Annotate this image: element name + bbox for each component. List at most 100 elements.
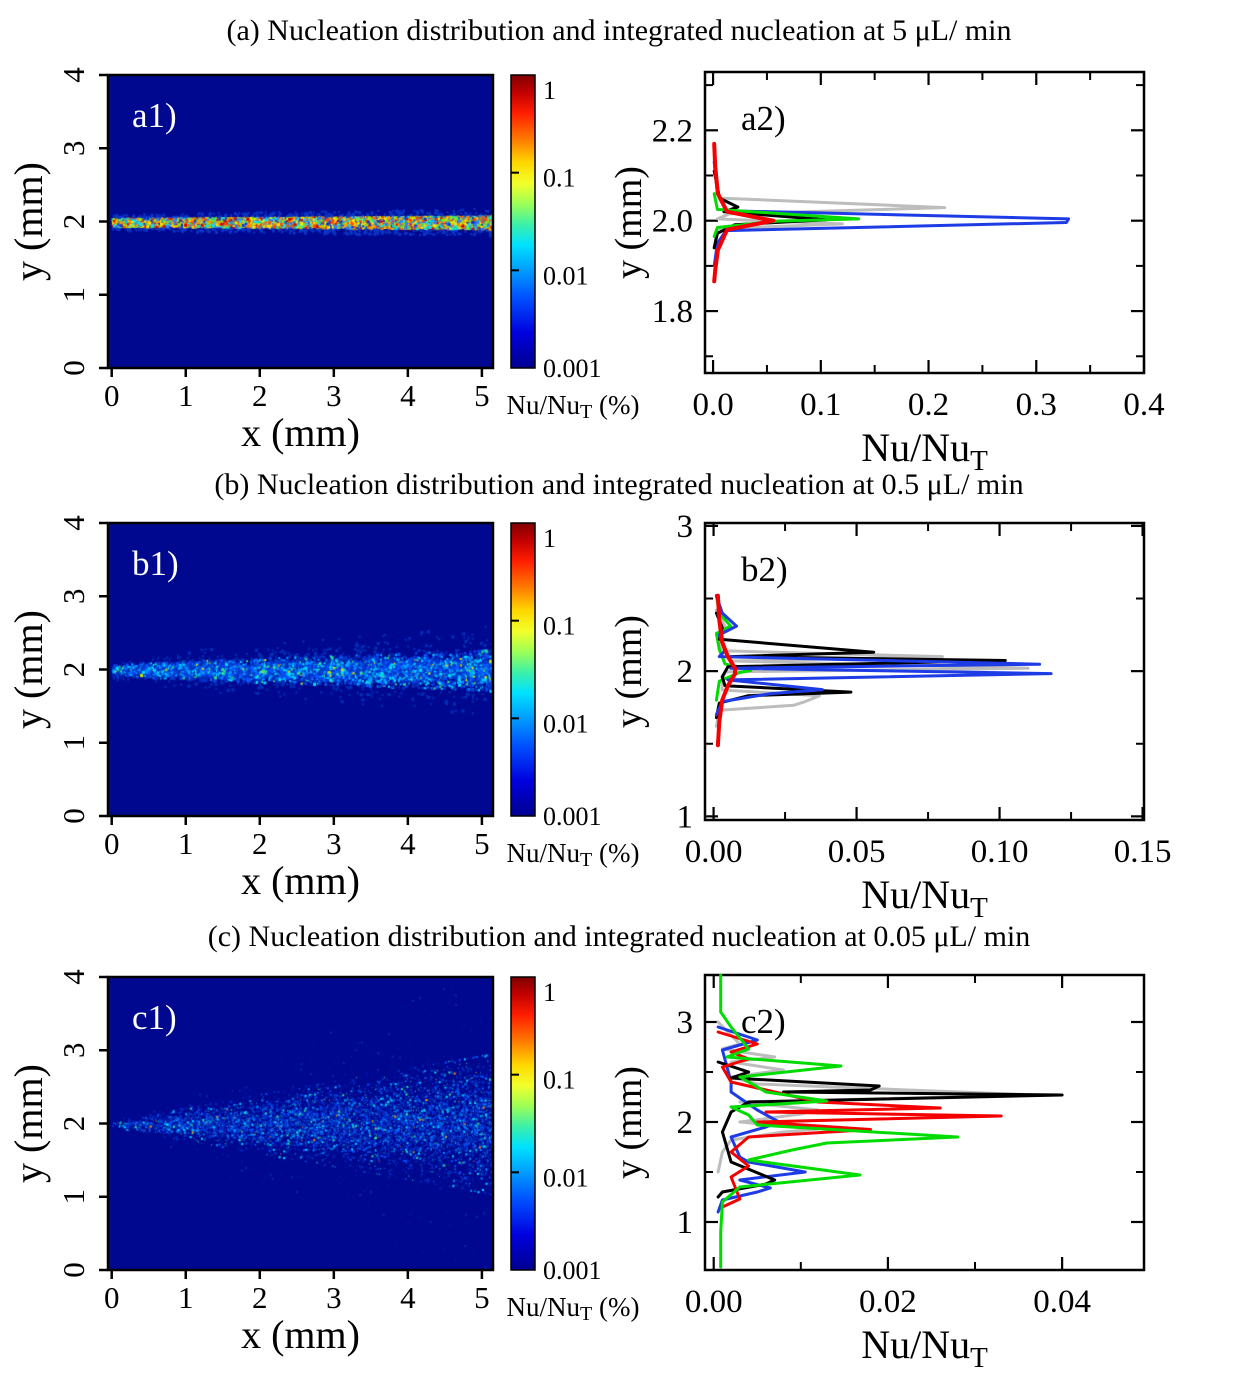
y-tick-label: 2 <box>677 1105 694 1141</box>
y-tick-label: 1.8 <box>652 294 693 330</box>
y-tick-label: 3 <box>56 141 91 157</box>
y-tick-label: 1 <box>677 1205 694 1241</box>
panel-label: b2) <box>741 550 788 589</box>
colorbar-tick-label: 0.01 <box>543 1163 589 1192</box>
x-axis-label: x (mm) <box>241 858 360 903</box>
y-tick-label: 2 <box>677 654 694 690</box>
panel-label: a2) <box>741 99 786 138</box>
profile-frame <box>703 973 1146 1272</box>
y-axis-label: y (mm) <box>608 1066 650 1179</box>
x-tick-label: 2 <box>252 378 268 413</box>
colorbar-0: 1 0.1 0.01 0.001 Nu/NuT (%) <box>507 74 640 423</box>
x-tick-label: 0.00 <box>685 1284 743 1320</box>
y-tick-label: 3 <box>56 589 91 605</box>
colorbar-tick-label: 1 <box>543 524 556 553</box>
colorbar-tick-label: 0.001 <box>543 1256 602 1285</box>
x-tick-label: 2 <box>252 1280 268 1315</box>
series-gray <box>714 608 1030 728</box>
y-axis-label: y (mm) <box>6 162 51 281</box>
series-blue <box>712 160 1071 268</box>
x-tick-label: 0 <box>104 378 120 413</box>
heatmap-canvas-c1 <box>108 977 493 1270</box>
colorbar-title: Nu/NuT (%) <box>507 838 640 871</box>
colorbar-tick-label: 0.01 <box>543 261 589 290</box>
colorbar-title: Nu/NuT (%) <box>507 390 640 423</box>
y-tick-label: 3 <box>677 509 694 545</box>
series-red <box>715 593 737 748</box>
y-tick-label: 1 <box>56 735 91 751</box>
row-title-c: (c) Nucleation distribution and integrat… <box>207 920 1031 953</box>
x-tick-label: 5 <box>474 1280 490 1315</box>
colorbar-1: 1 0.1 0.01 0.001 Nu/NuT (%) <box>507 522 640 871</box>
series-blue <box>716 1025 807 1214</box>
profile-panel-b2: 0.00 0.05 0.10 0.15 1 2 3 Nu/NuT y (mm) b2) <box>608 509 1171 924</box>
series-gray <box>712 142 947 250</box>
x-tick-label: 2 <box>252 826 268 861</box>
heatmap-canvas-a1 <box>108 75 493 368</box>
y-axis-label: y (mm) <box>6 610 51 729</box>
series-black <box>712 169 828 250</box>
y-tick-label: 1 <box>56 1189 91 1205</box>
x-tick-label: 0.10 <box>971 834 1029 870</box>
x-tick-label: 0 <box>104 826 120 861</box>
y-tick-label: 1 <box>677 799 694 835</box>
x-tick-label: 5 <box>474 826 490 861</box>
x-axis-label: Nu/NuT <box>861 872 988 924</box>
profile-panel-c2: 0.00 0.02 0.04 1 2 3 Nu/NuT y (mm) c2) <box>608 973 1146 1374</box>
y-tick-label: 3 <box>56 1043 91 1059</box>
colorbar-2: 1 0.1 0.01 0.001 Nu/NuT (%) <box>507 976 640 1325</box>
colorbar-tick-label: 0.1 <box>543 612 576 641</box>
colorbar-bar <box>510 976 536 1271</box>
x-tick-label: 1 <box>178 378 194 413</box>
x-tick-label: 0.3 <box>1016 387 1057 423</box>
colorbar-bar <box>510 74 536 369</box>
y-axis-label: y (mm) <box>608 166 650 279</box>
y-tick-label: 4 <box>56 67 91 83</box>
series-red <box>716 1030 1003 1209</box>
x-tick-label: 3 <box>326 378 342 413</box>
colorbar-bar <box>510 522 536 817</box>
x-tick-label: 0.4 <box>1123 387 1164 423</box>
colorbar-tick-label: 0.001 <box>543 354 602 383</box>
series-green <box>719 973 960 1269</box>
x-tick-label: 0.2 <box>908 387 949 423</box>
series-black <box>716 1060 1064 1199</box>
y-axis-label: y (mm) <box>6 1064 51 1183</box>
colorbar-tick-label: 1 <box>543 76 556 105</box>
x-axis-label: x (mm) <box>241 410 360 455</box>
y-tick-label: 3 <box>677 1005 694 1041</box>
colorbar-title: Nu/NuT (%) <box>507 1292 640 1325</box>
y-axis-label: y (mm) <box>608 615 650 728</box>
panel-label: c2) <box>741 1002 786 1041</box>
series-green <box>712 192 860 238</box>
series-gray <box>716 1020 1038 1174</box>
x-tick-label: 0.0 <box>692 387 733 423</box>
y-tick-label: 0 <box>56 808 91 824</box>
y-tick-label: 0 <box>56 1262 91 1278</box>
x-axis-label: Nu/NuT <box>861 1322 988 1374</box>
x-tick-label: 0.05 <box>828 834 886 870</box>
y-tick-label: 2 <box>56 662 91 678</box>
x-tick-label: 3 <box>326 1280 342 1315</box>
y-tick-label: 2 <box>56 214 91 230</box>
x-tick-label: 3 <box>326 826 342 861</box>
x-tick-label: 4 <box>400 1280 416 1315</box>
series-green <box>714 594 753 702</box>
x-tick-label: 0.04 <box>1033 1284 1091 1320</box>
profile-frame <box>703 521 1146 822</box>
y-tick-label: 0 <box>56 360 91 376</box>
x-axis-label: x (mm) <box>241 1312 360 1357</box>
x-tick-label: 0 <box>104 1280 120 1315</box>
y-tick-label: 4 <box>56 969 91 985</box>
x-tick-label: 4 <box>400 378 416 413</box>
colorbar-tick-label: 0.1 <box>543 164 576 193</box>
x-tick-label: 5 <box>474 378 490 413</box>
y-tick-label: 1 <box>56 287 91 303</box>
x-tick-label: 4 <box>400 826 416 861</box>
x-tick-label: 1 <box>178 826 194 861</box>
series-red <box>712 141 776 284</box>
heatmap-canvas-b1 <box>108 523 493 816</box>
colorbar-tick-label: 1 <box>543 978 556 1007</box>
profile-frame <box>703 70 1146 375</box>
